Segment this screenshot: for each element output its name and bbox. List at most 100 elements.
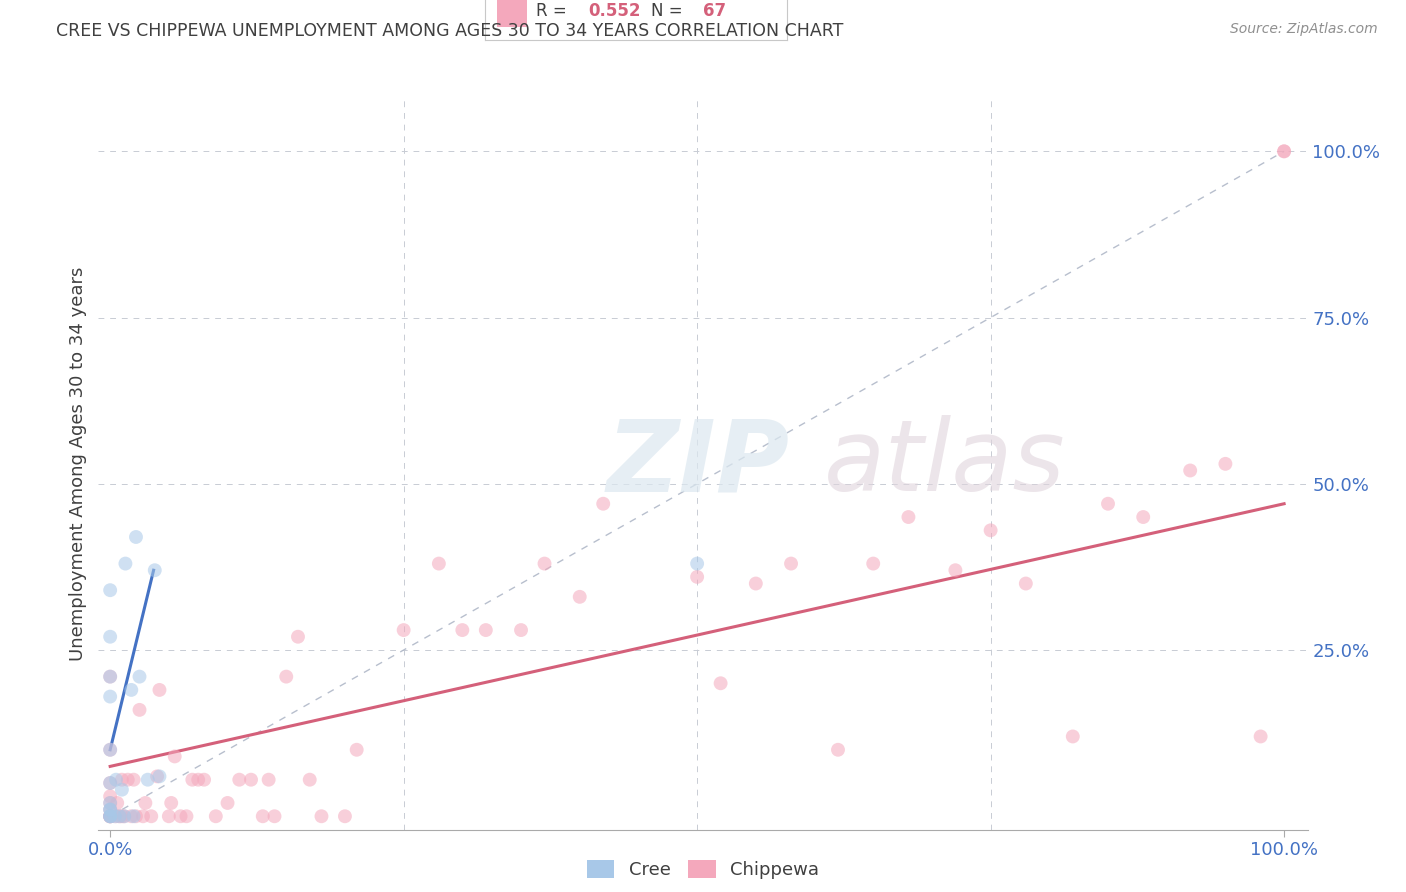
Point xyxy=(346,743,368,757)
Point xyxy=(122,809,145,823)
Text: N =: N = xyxy=(651,3,688,21)
Text: CREE VS CHIPPEWA UNEMPLOYMENT AMONG AGES 30 TO 34 YEARS CORRELATION CHART: CREE VS CHIPPEWA UNEMPLOYMENT AMONG AGES… xyxy=(56,22,844,40)
Point xyxy=(287,630,309,644)
Point xyxy=(112,809,135,823)
Point xyxy=(98,809,121,823)
Point xyxy=(125,530,148,544)
Point xyxy=(148,682,170,697)
Point xyxy=(160,796,183,810)
Point xyxy=(105,772,128,787)
Point xyxy=(745,576,768,591)
Point xyxy=(298,772,321,787)
Point xyxy=(686,557,709,571)
Point xyxy=(141,809,163,823)
Point xyxy=(510,623,533,637)
Point xyxy=(1272,145,1295,159)
FancyBboxPatch shape xyxy=(498,0,527,27)
Point xyxy=(98,809,121,823)
Point xyxy=(98,803,121,817)
Point xyxy=(108,809,131,823)
Point xyxy=(98,796,121,810)
Point xyxy=(98,743,121,757)
Legend: Cree, Chippewa: Cree, Chippewa xyxy=(579,853,827,887)
Point xyxy=(1250,730,1272,744)
Point xyxy=(111,809,134,823)
Point xyxy=(240,772,263,787)
Text: Source: ZipAtlas.com: Source: ZipAtlas.com xyxy=(1230,22,1378,37)
Point xyxy=(98,743,121,757)
Y-axis label: Unemployment Among Ages 30 to 34 years: Unemployment Among Ages 30 to 34 years xyxy=(69,267,87,661)
Point xyxy=(128,670,150,684)
Point xyxy=(117,772,139,787)
Point xyxy=(980,524,1002,538)
Point xyxy=(780,557,803,571)
Point xyxy=(98,796,121,810)
Point xyxy=(105,796,128,810)
Point xyxy=(122,772,145,787)
Point xyxy=(111,782,134,797)
Point xyxy=(568,590,591,604)
Point xyxy=(98,690,121,704)
Point xyxy=(217,796,239,810)
Point xyxy=(311,809,333,823)
Text: 67: 67 xyxy=(703,3,725,21)
Point xyxy=(134,796,156,810)
Point xyxy=(392,623,415,637)
Point xyxy=(98,583,121,598)
Point xyxy=(187,772,209,787)
Point xyxy=(169,809,191,823)
Point xyxy=(592,497,614,511)
Point xyxy=(263,809,285,823)
Point xyxy=(333,809,356,823)
Point xyxy=(98,809,121,823)
Point xyxy=(148,769,170,783)
Point xyxy=(125,809,148,823)
Point xyxy=(1180,463,1202,477)
Point xyxy=(193,772,215,787)
Point xyxy=(862,557,884,571)
Point xyxy=(98,670,121,684)
Point xyxy=(136,772,159,787)
Point xyxy=(108,809,131,823)
Point xyxy=(143,563,166,577)
Point xyxy=(132,809,155,823)
Point xyxy=(1215,457,1237,471)
Point xyxy=(204,809,226,823)
Point xyxy=(120,809,142,823)
Point xyxy=(146,769,169,783)
Point xyxy=(163,749,186,764)
Point xyxy=(1272,145,1295,159)
Point xyxy=(98,803,121,817)
Text: R =: R = xyxy=(537,3,572,21)
Point xyxy=(533,557,555,571)
Point xyxy=(98,809,121,823)
Point xyxy=(128,703,150,717)
Point xyxy=(98,630,121,644)
Point xyxy=(252,809,274,823)
Text: 0.552: 0.552 xyxy=(588,3,640,21)
Point xyxy=(98,670,121,684)
Point xyxy=(1097,497,1119,511)
Point xyxy=(1062,730,1084,744)
Point xyxy=(98,776,121,790)
Point xyxy=(710,676,733,690)
Text: atlas: atlas xyxy=(824,416,1066,512)
Point xyxy=(98,809,121,823)
Point xyxy=(120,682,142,697)
Point xyxy=(451,623,474,637)
Point xyxy=(157,809,180,823)
Point xyxy=(176,809,198,823)
Point xyxy=(827,743,849,757)
Point xyxy=(98,803,121,817)
Point xyxy=(98,809,121,823)
Point xyxy=(98,789,121,804)
Point xyxy=(181,772,204,787)
Point xyxy=(686,570,709,584)
Point xyxy=(105,809,128,823)
Point xyxy=(257,772,280,787)
Point xyxy=(1132,510,1154,524)
Point xyxy=(945,563,967,577)
Point xyxy=(112,809,135,823)
Point xyxy=(427,557,450,571)
Point xyxy=(111,772,134,787)
